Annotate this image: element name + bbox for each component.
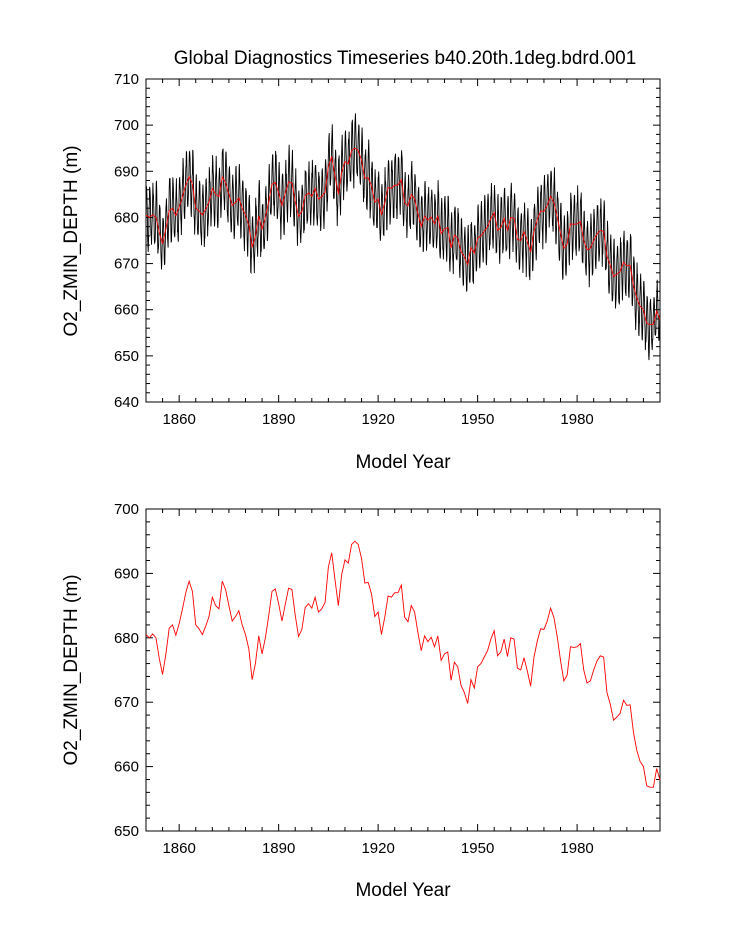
- top-panel: 640 650 660 670 680 690 700 710 1860 1890 1920 195…: [61, 71, 661, 473]
- x-tick-label: 1980: [560, 840, 593, 857]
- y-tick-label: 670: [114, 694, 139, 711]
- top-axis-ticks: [145, 78, 661, 403]
- bottom-y-tick-labels: 650 660 670 680 690 700: [114, 501, 139, 840]
- y-tick-label: 690: [114, 565, 139, 582]
- x-tick-label: 1950: [461, 411, 494, 428]
- y-tick-label: 660: [114, 759, 139, 776]
- top-x-tick-labels: 1860 1890 1920 1950 1980: [162, 411, 593, 428]
- y-tick-label: 650: [114, 823, 139, 840]
- x-tick-label: 1950: [461, 840, 494, 857]
- y-tick-label: 680: [114, 209, 139, 226]
- x-tick-label: 1860: [162, 411, 195, 428]
- bottom-axis-ticks: [145, 508, 661, 832]
- x-tick-label: 1890: [262, 411, 295, 428]
- y-tick-label: 700: [114, 117, 139, 134]
- top-annual-mean-line: [145, 147, 661, 325]
- y-tick-label: 660: [114, 302, 139, 319]
- top-y-tick-labels: 640 650 660 670 680 690 700 710: [114, 71, 139, 411]
- monthly-series-line: [145, 113, 661, 361]
- y-tick-label: 680: [114, 630, 139, 647]
- x-tick-label: 1920: [361, 840, 394, 857]
- bottom-x-tick-labels: 1860 1890 1920 1950 1980: [162, 840, 593, 857]
- bottom-plot-frame: [145, 508, 661, 832]
- y-tick-label: 650: [114, 348, 139, 365]
- bottom-y-axis-label: O2_ZMIN_DEPTH (m): [61, 574, 82, 765]
- chart-title: Global Diagnostics Timeseries b40.20th.1…: [174, 48, 637, 69]
- y-tick-label: 670: [114, 256, 139, 273]
- bottom-annual-mean-line: [145, 540, 661, 788]
- y-tick-label: 700: [114, 501, 139, 518]
- x-tick-label: 1920: [361, 411, 394, 428]
- x-tick-label: 1860: [162, 840, 195, 857]
- bottom-x-axis-label: Model Year: [355, 880, 451, 901]
- y-tick-label: 690: [114, 163, 139, 180]
- top-plot-frame: [145, 78, 661, 403]
- top-y-axis-label: O2_ZMIN_DEPTH (m): [61, 145, 82, 336]
- top-x-axis-label: Model Year: [355, 452, 451, 473]
- y-tick-label: 640: [114, 394, 139, 411]
- x-tick-label: 1890: [262, 840, 295, 857]
- y-tick-label: 710: [114, 71, 139, 88]
- x-tick-label: 1980: [560, 411, 593, 428]
